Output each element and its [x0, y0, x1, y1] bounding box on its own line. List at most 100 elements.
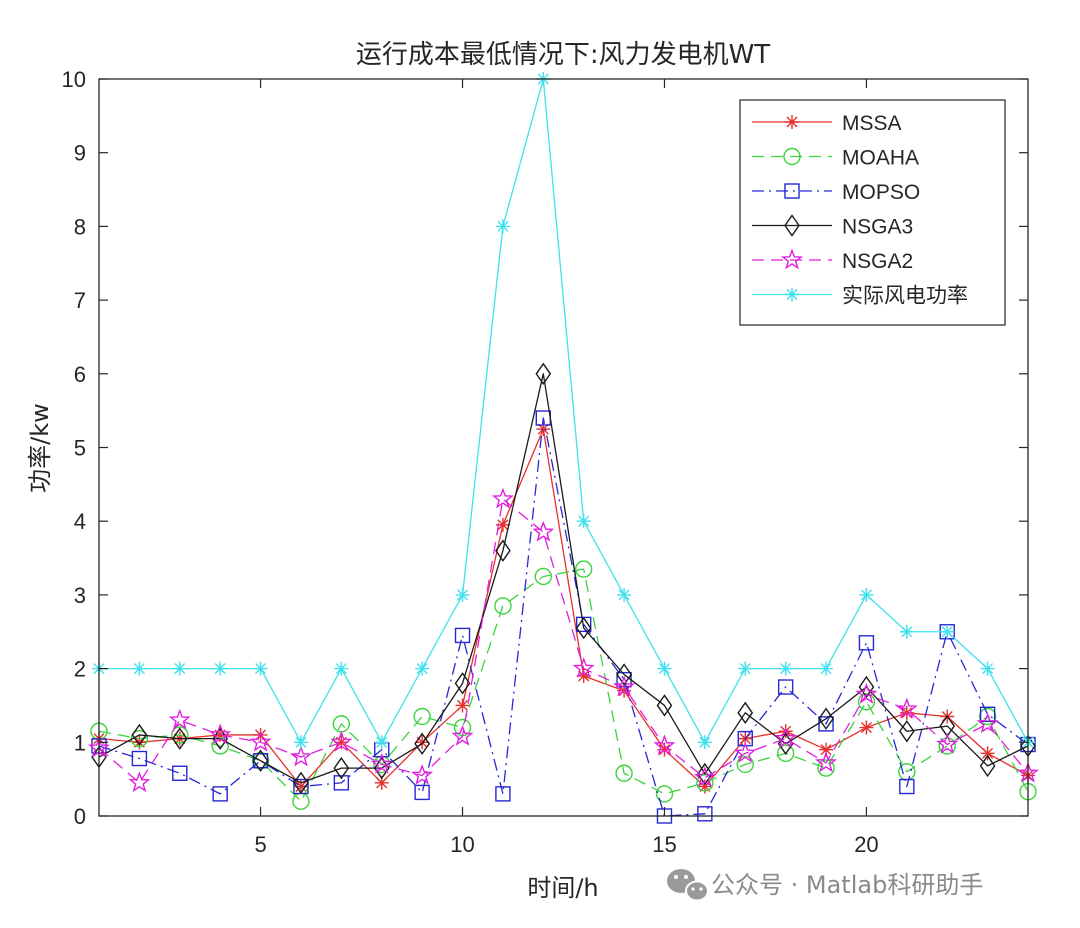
y-axis-label: 功率/kw: [26, 403, 54, 493]
y-tick-label: 9: [74, 141, 86, 166]
data-point: [494, 597, 512, 615]
x-tick-label: 15: [652, 832, 676, 857]
y-tick-label: 2: [74, 657, 86, 682]
series-line: [98, 373, 1029, 784]
data-point: [778, 661, 793, 676]
data-point: [209, 723, 232, 745]
legend-item: 实际风电功率: [752, 285, 968, 308]
data-point: [980, 746, 995, 761]
y-tick-label: 5: [74, 436, 86, 461]
data-point: [213, 661, 228, 676]
wechat-icon: [667, 869, 709, 902]
data-point: [776, 744, 795, 763]
data-point: [697, 735, 712, 750]
series-line: [98, 498, 1029, 784]
data-point: [454, 672, 471, 695]
legend-label: MSSA: [842, 112, 902, 135]
data-point: [657, 661, 672, 676]
x-tick-label: 10: [450, 832, 474, 857]
data-point: [374, 735, 389, 750]
data-point: [495, 517, 510, 532]
data-point: [532, 520, 555, 542]
data-point: [697, 762, 713, 786]
legend-swatch-marker: [784, 214, 800, 237]
data-point: [858, 635, 875, 651]
data-point: [212, 786, 228, 802]
series-6: [92, 72, 1035, 750]
y-tick-label: 8: [74, 214, 86, 239]
data-point: [576, 668, 591, 683]
data-point: [454, 627, 471, 644]
data-point: [293, 779, 308, 794]
data-point: [213, 727, 228, 742]
data-point: [536, 422, 551, 437]
data-point: [293, 735, 308, 750]
data-point: [370, 752, 393, 774]
data-point: [374, 775, 389, 790]
data-point: [819, 742, 834, 757]
data-point: [495, 539, 511, 562]
data-point: [572, 657, 595, 678]
data-point: [128, 771, 151, 793]
data-point: [615, 764, 633, 782]
data-point: [616, 663, 632, 686]
data-point: [172, 661, 187, 676]
legend-swatch-marker: [783, 147, 801, 166]
legend-swatch-marker: [785, 115, 799, 129]
legend-box: [739, 99, 1006, 326]
legend-label: NSGA3: [842, 216, 913, 239]
data-point: [655, 785, 674, 803]
data-point: [413, 707, 431, 726]
legend-label: NSGA2: [842, 250, 913, 273]
data-point: [818, 716, 834, 732]
data-point: [859, 720, 874, 735]
data-point: [415, 661, 430, 676]
data-point: [293, 771, 309, 795]
legend-swatch-marker: [781, 248, 803, 270]
x-axis-label: 时间/h: [527, 874, 598, 902]
legend-item: MOPSO: [752, 181, 920, 204]
data-point: [980, 661, 995, 676]
data-point: [656, 694, 673, 717]
data-point: [940, 624, 955, 639]
data-point: [737, 701, 754, 725]
data-point: [696, 774, 714, 792]
data-point: [253, 661, 268, 676]
legend-item: MOAHA: [752, 147, 919, 170]
data-point: [290, 745, 312, 767]
legend: MSSA MOAHA MOPSO NSGA3 NSGA2 实际风电功率: [739, 99, 1006, 326]
data-point: [778, 724, 793, 739]
data-point: [899, 624, 914, 639]
legend-item: NSGA2: [752, 248, 913, 273]
data-point: [333, 756, 350, 780]
data-point: [697, 806, 713, 822]
data-point: [455, 698, 470, 713]
data-point: [535, 362, 552, 386]
data-point: [131, 750, 148, 767]
data-point: [251, 752, 270, 770]
data-point: [817, 759, 835, 777]
x-tick-label: 5: [254, 832, 266, 857]
data-point: [774, 727, 797, 748]
data-point: [171, 726, 189, 744]
data-point: [976, 712, 999, 734]
x-tick-label: 20: [854, 832, 878, 857]
data-point: [252, 749, 269, 772]
data-point: [819, 661, 834, 676]
data-point: [855, 682, 878, 704]
legend-label: MOPSO: [842, 181, 920, 204]
legend-item: MSSA: [752, 112, 902, 135]
data-point: [736, 755, 754, 774]
data-point: [249, 730, 272, 752]
data-point: [495, 786, 511, 802]
series-5: [88, 487, 1039, 793]
data-point: [451, 724, 474, 746]
watermark-text: 公众号 · Matlab科研助手: [711, 871, 983, 899]
data-point: [414, 732, 430, 755]
data-point: [333, 775, 350, 791]
legend-item: NSGA3: [752, 214, 913, 239]
data-point: [253, 727, 268, 742]
data-point: [979, 706, 996, 722]
data-point: [334, 735, 349, 750]
